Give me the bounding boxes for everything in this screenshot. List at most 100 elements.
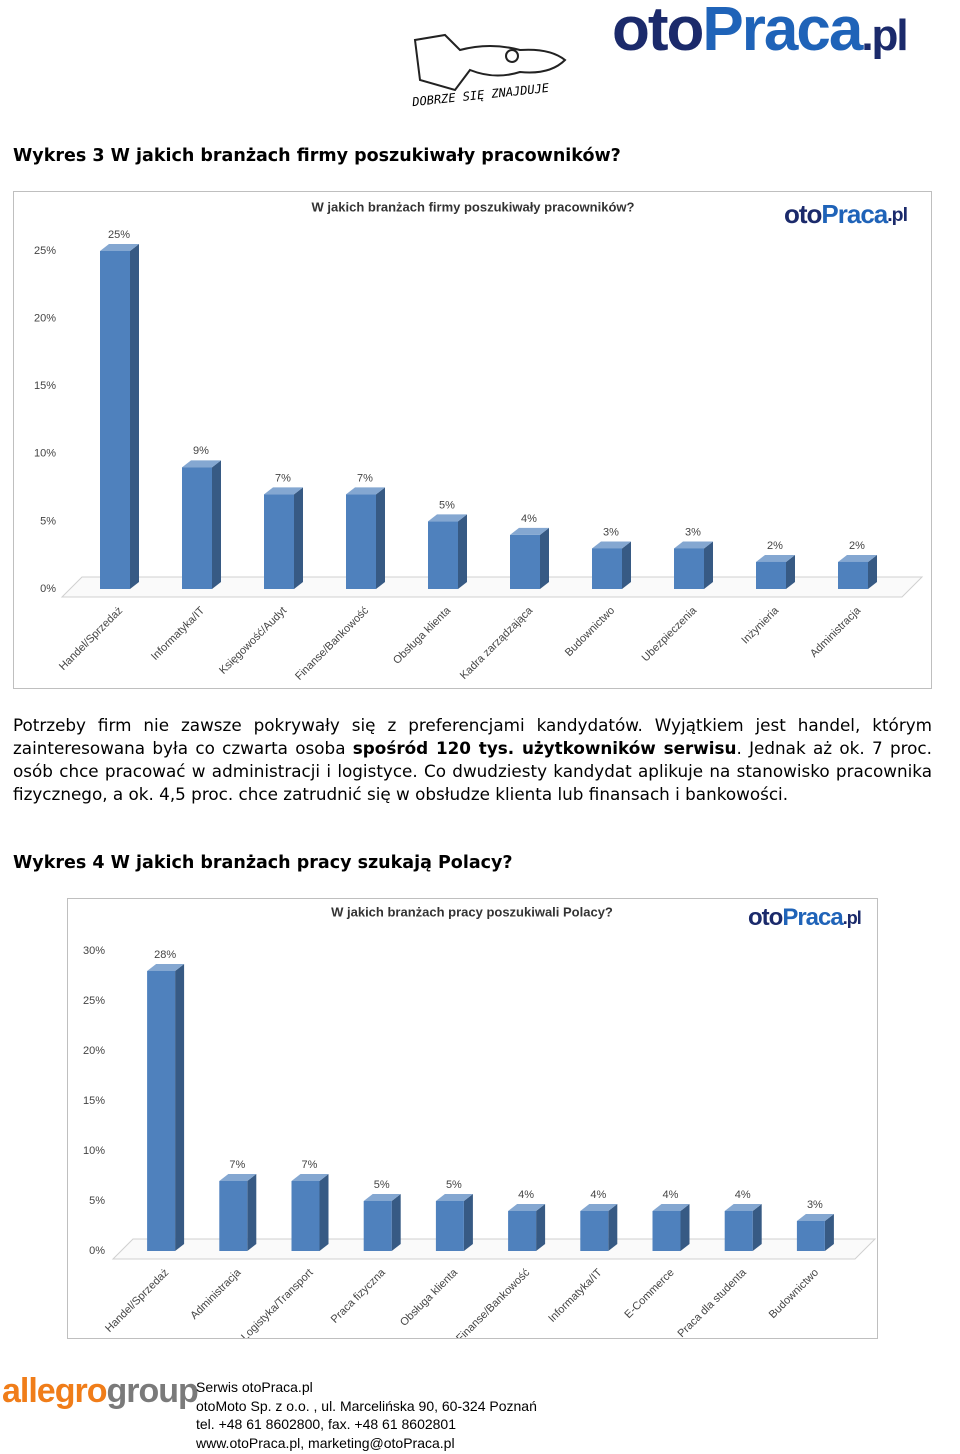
bar-side [540,527,549,589]
y-tick-label: 20% [83,1045,105,1057]
footer-line: Serwis otoPraca.pl [196,1379,313,1395]
bar-top [838,554,877,562]
bar-top [346,487,385,495]
value-label: 7% [357,472,373,484]
x-tick-label: Handel/Sprzedaż [57,605,125,673]
y-tick-label: 15% [83,1095,105,1107]
bar-side [294,487,303,589]
bar-top [428,514,467,522]
y-tick-label: 0% [40,583,56,595]
text-run: Potrzeby firm nie zawsze pokrywały się z… [13,715,932,758]
value-label: 7% [302,1159,318,1171]
bar [428,521,458,589]
bar-top [580,1204,618,1211]
x-tick-label: Informatyka/IT [149,604,207,662]
chart-frame: W jakich branżach pracy poszukiwali Pola… [67,898,878,1345]
x-tick-label: Logistyka/Transport [239,1267,316,1338]
value-label: 4% [590,1189,606,1201]
heading: Wykres 3 W jakich branżach firmy poszuki… [13,146,621,166]
footer-line: otoMoto Sp. z o.o. , ul. Marcelińska 90,… [196,1397,537,1414]
x-tick-label: Obsługa klienta [391,604,454,667]
bar-top [652,1204,690,1211]
y-tick-label: 10% [34,448,56,460]
x-tick-label: Finanse/Bankowość [454,1266,532,1338]
logo-part: Praca [821,199,888,229]
bar-top [674,541,713,549]
chart-logo: otoPraca.pl [748,904,861,931]
footer-line: tel. +48 61 8602800, fax. +48 61 8602801 [196,1416,457,1433]
bar-side [608,1204,618,1251]
bar [508,1211,537,1251]
logo-part: oto [784,199,822,229]
bar-top [508,1204,546,1211]
bar-top [756,554,795,562]
chart: W jakich branżach pracy poszukiwali Pola… [83,904,877,1345]
x-tick-label: Ubezpieczenia [640,604,700,664]
x-tick-label: Budownictwo [767,1267,821,1321]
value-label: 4% [518,1189,534,1201]
value-label: 7% [275,472,291,484]
bar-side [319,1174,329,1251]
x-tick-label: Praca fizyczna [329,1266,389,1326]
bar [652,1211,681,1251]
bar [724,1211,753,1251]
bar [510,534,540,589]
value-label: 4% [735,1189,751,1201]
value-label: 9% [193,445,209,457]
x-tick-label: E-Commerce [622,1267,676,1321]
mascot-outline [413,33,567,92]
header-logo: otoPraca.pl [612,0,909,65]
value-label: 5% [446,1179,462,1191]
y-tick-label: 30% [83,945,105,957]
bar-side [786,554,795,589]
chart-frame: W jakich branżach firmy poszukiwały prac… [13,191,932,689]
x-tick-label: Obsługa klienta [398,1266,461,1329]
footer-logo: allegrogroup [2,1372,199,1411]
bar-top [724,1204,762,1211]
bar [291,1181,320,1251]
bar-side [247,1174,257,1251]
x-tick-label: Praca dla studenta [676,1266,750,1338]
value-label: 2% [767,540,783,552]
value-label: 3% [685,526,701,538]
bar [796,1221,825,1251]
heading: Wykres 4 W jakich branżach pracy szukają… [13,853,513,873]
bar-side [212,460,221,589]
y-tick-label: 0% [89,1245,105,1257]
bar-top [100,244,139,251]
bar-top [510,527,549,535]
x-tick-label: Administracja [188,1266,244,1322]
bar [435,1201,464,1251]
bar-side [376,487,385,589]
logo-part: oto [748,904,783,931]
value-label: 3% [807,1199,823,1211]
text-run: . Jednak aż ok. 7 proc. osób chce pracow… [13,738,932,804]
bar-side [463,1194,473,1251]
chart-title: W jakich branżach pracy poszukiwali Pola… [331,904,613,919]
x-tick-label: Informatyka/IT [546,1266,604,1324]
bar-side [704,541,713,589]
bar-side [458,514,467,589]
y-tick-label: 10% [83,1145,105,1157]
bar-top [363,1194,401,1201]
text-run: spośród 120 tys. użytkowników serwisu [352,738,737,758]
value-label: 4% [521,513,537,525]
footer-line: www.otoPraca.pl, marketing@otoPraca.pl [196,1434,455,1451]
value-label: 4% [663,1189,679,1201]
bar-side [622,541,631,589]
x-tick-label: Administracja [808,604,864,660]
bar-top [147,964,185,971]
bar [592,548,622,589]
bar [219,1181,248,1251]
bar-side [868,554,877,589]
paragraph: Potrzeby firm nie zawsze pokrywały się z… [13,714,932,806]
logo-part: Praca [782,904,844,931]
bar-top [435,1194,473,1201]
bar [100,251,130,589]
y-tick-label: 5% [89,1195,105,1207]
value-label: 5% [439,499,455,511]
bar [674,548,704,589]
y-tick-label: 20% [34,313,56,325]
logo-part: group [106,1372,198,1410]
